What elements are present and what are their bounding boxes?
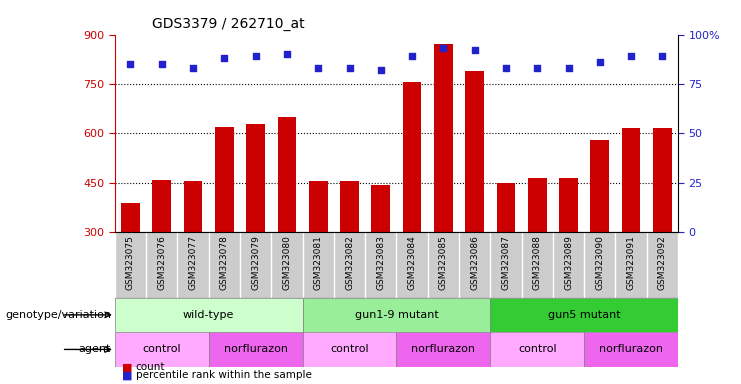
- Text: agent: agent: [79, 344, 111, 354]
- Text: GSM323087: GSM323087: [502, 236, 511, 290]
- Bar: [653, 129, 672, 331]
- Point: [500, 65, 512, 71]
- Text: norflurazon: norflurazon: [599, 344, 663, 354]
- Bar: [491, 298, 678, 332]
- Text: GDS3379 / 262710_at: GDS3379 / 262710_at: [152, 17, 305, 31]
- Bar: [209, 332, 302, 367]
- Bar: [591, 140, 609, 331]
- Text: GSM323082: GSM323082: [345, 236, 354, 290]
- Point: [156, 61, 167, 67]
- Point: [124, 61, 136, 67]
- Bar: [115, 298, 302, 332]
- Text: GSM323083: GSM323083: [376, 236, 385, 290]
- Text: wild-type: wild-type: [183, 310, 234, 320]
- Text: percentile rank within the sample: percentile rank within the sample: [136, 370, 311, 380]
- Bar: [153, 180, 171, 331]
- Bar: [121, 203, 140, 331]
- Bar: [246, 124, 265, 331]
- Point: [375, 67, 387, 73]
- Bar: [559, 178, 578, 331]
- Point: [562, 65, 574, 71]
- Text: genotype/variation: genotype/variation: [5, 310, 111, 320]
- Point: [406, 53, 418, 60]
- Point: [437, 45, 449, 51]
- Bar: [371, 185, 391, 331]
- Bar: [115, 332, 209, 367]
- Point: [531, 65, 543, 71]
- Text: GSM323080: GSM323080: [282, 236, 291, 290]
- Bar: [309, 181, 328, 331]
- Bar: [302, 332, 396, 367]
- Point: [625, 53, 637, 60]
- Text: GSM323078: GSM323078: [220, 236, 229, 290]
- Text: GSM323081: GSM323081: [313, 236, 323, 290]
- Bar: [215, 127, 233, 331]
- Text: GSM323092: GSM323092: [658, 236, 667, 290]
- Point: [187, 65, 199, 71]
- Point: [344, 65, 356, 71]
- Text: control: control: [518, 344, 556, 354]
- Text: GSM323079: GSM323079: [251, 236, 260, 290]
- Text: GSM323084: GSM323084: [408, 236, 416, 290]
- Text: GSM323088: GSM323088: [533, 236, 542, 290]
- Text: ■: ■: [122, 362, 133, 372]
- Point: [219, 55, 230, 61]
- Text: GSM323075: GSM323075: [126, 236, 135, 290]
- Text: GSM323090: GSM323090: [595, 236, 605, 290]
- Bar: [340, 181, 359, 331]
- Point: [594, 59, 605, 65]
- Point: [657, 53, 668, 60]
- Text: control: control: [142, 344, 181, 354]
- Text: gun5 mutant: gun5 mutant: [548, 310, 620, 320]
- Text: count: count: [136, 362, 165, 372]
- Text: GSM323076: GSM323076: [157, 236, 166, 290]
- Bar: [622, 129, 640, 331]
- Text: norflurazon: norflurazon: [411, 344, 476, 354]
- Bar: [402, 82, 422, 331]
- Bar: [528, 178, 547, 331]
- Bar: [491, 332, 584, 367]
- Point: [469, 47, 481, 53]
- Text: GSM323091: GSM323091: [627, 236, 636, 290]
- Point: [250, 53, 262, 60]
- Text: GSM323086: GSM323086: [470, 236, 479, 290]
- Text: GSM323089: GSM323089: [564, 236, 573, 290]
- Bar: [396, 332, 491, 367]
- Text: GSM323077: GSM323077: [188, 236, 198, 290]
- Text: ■: ■: [122, 370, 133, 380]
- Bar: [496, 183, 515, 331]
- Text: control: control: [330, 344, 369, 354]
- Bar: [584, 332, 678, 367]
- Bar: [278, 117, 296, 331]
- Text: gun1-9 mutant: gun1-9 mutant: [354, 310, 439, 320]
- Bar: [184, 181, 202, 331]
- Bar: [434, 45, 453, 331]
- Point: [312, 65, 324, 71]
- Bar: [465, 71, 484, 331]
- Bar: [302, 298, 491, 332]
- Text: norflurazon: norflurazon: [224, 344, 288, 354]
- Point: [281, 51, 293, 58]
- Text: GSM323085: GSM323085: [439, 236, 448, 290]
